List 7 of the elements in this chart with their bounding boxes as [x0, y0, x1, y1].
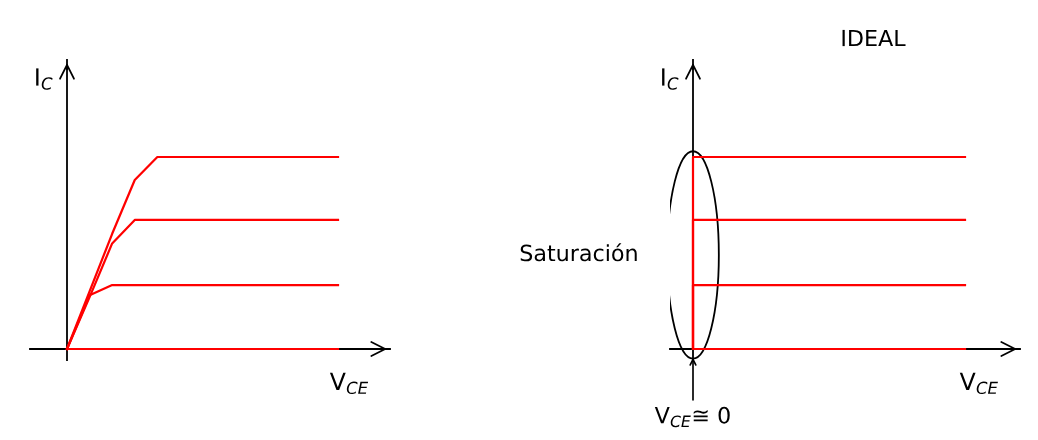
text: V$_{CE}$≅ 0 — [654, 406, 730, 428]
chart-title: IDEAL — [842, 29, 906, 47]
x-axis-title: V$_{CE}$ — [959, 372, 998, 395]
y-axis-title: I$_{C}$ — [662, 68, 679, 90]
text: Saturación — [520, 243, 637, 262]
y-axis-title: I$_{C}$ — [36, 68, 53, 90]
x-axis-title: V$_{CE}$ — [329, 372, 369, 395]
